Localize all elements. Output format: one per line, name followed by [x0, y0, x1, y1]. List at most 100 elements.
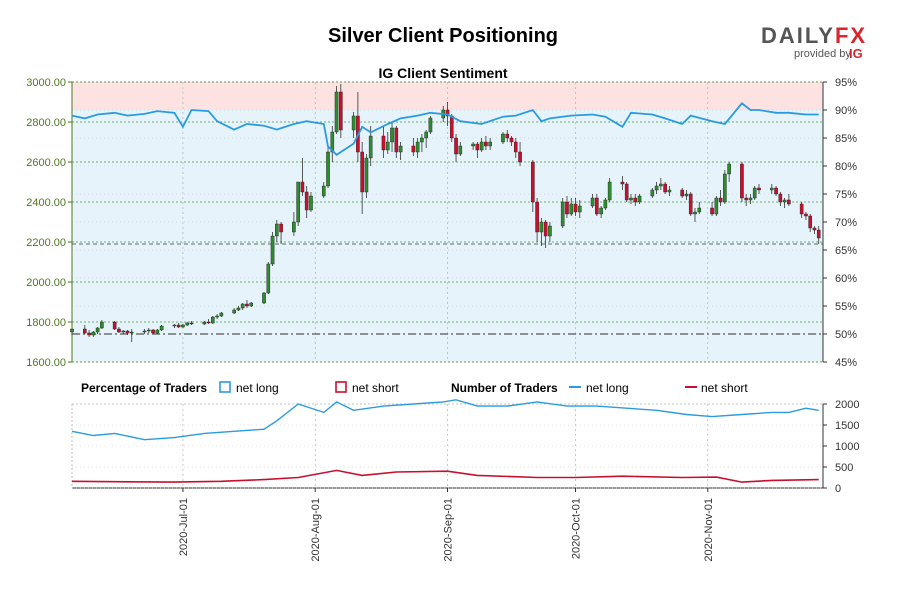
candle-2020-Jul-16	[245, 300, 249, 308]
candle-2020-Nov-05	[723, 170, 727, 204]
candle-body	[428, 117, 433, 133]
candle-body	[688, 193, 693, 215]
candle-body	[91, 331, 96, 336]
candle-2020-Nov-06	[727, 162, 731, 182]
candle-2020-Aug-06	[334, 86, 339, 134]
candle-2020-Aug-18	[385, 132, 390, 154]
candle-2020-Sep-23	[539, 218, 544, 246]
candle-body	[569, 203, 574, 215]
candle-body	[509, 137, 514, 143]
candle-2020-Jun-19	[129, 329, 134, 342]
candle-body	[112, 321, 117, 330]
candle-2020-Aug-19	[390, 122, 394, 152]
candle-body	[535, 201, 539, 233]
candle-2020-Nov-18	[778, 192, 783, 206]
legend: Percentage of Traders net long net short…	[81, 381, 748, 395]
candle-body	[697, 207, 702, 213]
candle-body	[390, 127, 394, 143]
candle-2020-Jun-10	[91, 331, 96, 337]
candle-2020-Jun-16	[117, 327, 121, 333]
candle-2020-Oct-16	[637, 194, 642, 204]
candle-body	[206, 321, 211, 324]
candle-2020-Aug-21	[398, 142, 403, 160]
candle-2020-Nov-12	[752, 186, 757, 200]
candle-2020-Aug-20	[394, 126, 399, 158]
candle-2020-Sep-16	[509, 136, 514, 146]
candle-body	[245, 303, 249, 307]
candle-2020-Aug-25	[415, 138, 420, 158]
candle-2020-Oct-22	[663, 182, 667, 194]
candle-body	[296, 181, 300, 223]
candle-body	[420, 137, 424, 143]
candle-body	[718, 197, 723, 203]
candle-2020-Jun-24	[151, 329, 155, 334]
candle-2020-Nov-04	[718, 190, 723, 206]
candle-body	[330, 131, 335, 153]
candle-2020-Nov-17	[774, 186, 778, 196]
date-axis: 2020-Jul-01 2020-Aug-01 2020-Sep-01 2020-Oc…	[178, 488, 715, 562]
candle-body	[787, 199, 791, 205]
candle-body	[607, 181, 612, 201]
candle-2020-Oct-21	[659, 178, 663, 190]
candle-2020-Oct-06	[595, 194, 599, 216]
candle-body	[100, 321, 104, 329]
candle-body	[262, 292, 266, 304]
candle-body	[804, 213, 808, 217]
tick-right-label-7: 80%	[835, 161, 857, 173]
candle-body	[351, 115, 356, 131]
candle-body	[151, 329, 155, 334]
candle-body	[181, 324, 185, 328]
candle-body	[577, 205, 582, 213]
tick-left-label-2: 2000.00	[26, 277, 66, 289]
candle-2020-Aug-17	[381, 126, 386, 158]
candle-2020-Oct-30	[697, 202, 702, 214]
candle-body	[185, 322, 190, 326]
candle-body	[650, 189, 655, 197]
candle-2020-Sep-29	[565, 196, 569, 218]
candle-body	[326, 151, 330, 187]
candle-2020-Sep-22	[535, 198, 539, 242]
candle-body	[147, 329, 151, 332]
candle-2020-Jul-02	[185, 322, 190, 326]
candle-body	[449, 115, 454, 139]
candle-2020-Aug-04	[326, 146, 330, 188]
series-count-net-short	[71, 469, 819, 483]
candle-2020-Sep-25	[548, 222, 552, 242]
candle-body	[599, 207, 603, 215]
candle-2020-Aug-10	[351, 112, 356, 138]
lower-tick-label-0: 0	[835, 483, 841, 495]
candle-2020-Jul-14	[236, 306, 241, 311]
lower-tick-label-2: 1000	[835, 441, 859, 453]
tick-right-label-5: 70%	[835, 217, 857, 229]
candle-body	[398, 145, 403, 153]
candle-body	[87, 332, 91, 336]
candle-body	[411, 145, 416, 153]
candle-2020-Oct-20	[654, 182, 659, 194]
candle-2020-Oct-26	[680, 188, 684, 198]
candle-2020-Sep-14	[501, 132, 505, 144]
candle-2020-Oct-19	[650, 188, 655, 198]
candle-body	[266, 263, 271, 294]
candle-body	[415, 141, 420, 153]
candle-body	[667, 189, 672, 193]
legend-pct-head: Percentage of Traders	[81, 381, 207, 395]
candle-body	[202, 321, 207, 325]
legend-num-head: Number of Traders	[451, 381, 558, 395]
candle-body	[211, 316, 215, 324]
tick-right-label-10: 95%	[835, 77, 857, 89]
tick-left-label-4: 2400.00	[26, 197, 66, 209]
candle-body	[155, 329, 160, 334]
candle-2020-Oct-09	[607, 178, 612, 202]
candle-body	[727, 163, 731, 175]
tick-right-label-1: 50%	[835, 329, 857, 341]
candle-2020-Jun-08	[83, 325, 87, 334]
candle-2020-Nov-16	[769, 184, 774, 194]
candle-body	[292, 221, 296, 233]
candle-2020-Jun-25	[155, 329, 160, 334]
candle-2020-Jun-18	[125, 330, 130, 335]
candle-2020-Sep-11	[488, 138, 492, 150]
candle-2020-Jun-09	[87, 330, 91, 337]
candle-2020-Jul-01	[181, 324, 185, 328]
candle-body	[710, 207, 714, 215]
candle-2020-Sep-15	[505, 130, 510, 142]
